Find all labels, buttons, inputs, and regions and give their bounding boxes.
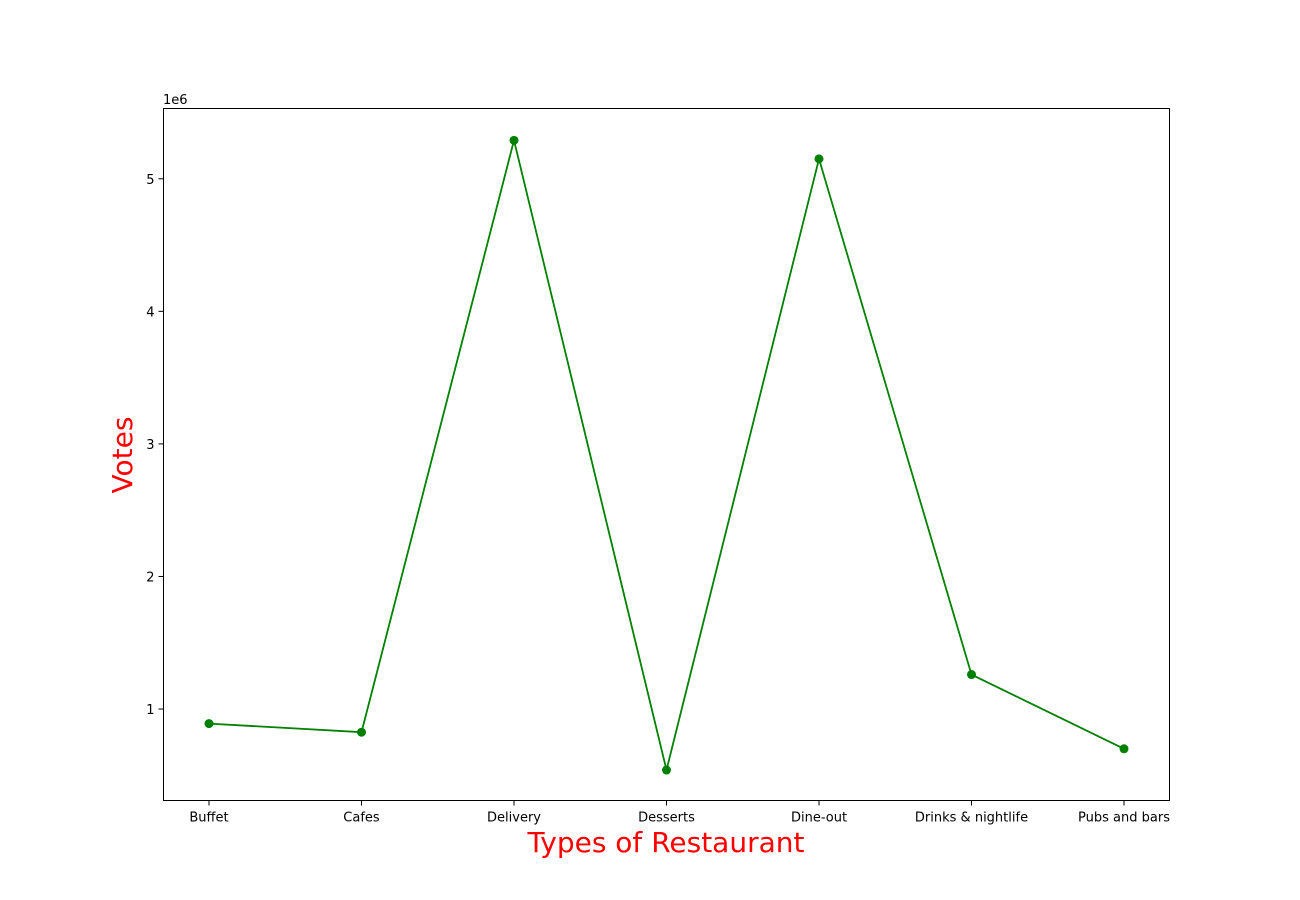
x-tick-label: Cafes bbox=[343, 811, 380, 826]
y-tick-label: 1 bbox=[146, 703, 154, 718]
data-point-cafes bbox=[357, 727, 366, 737]
x-tick-label: Buffet bbox=[189, 811, 228, 826]
y-tick-label: 2 bbox=[146, 570, 154, 585]
y-tick-label: 4 bbox=[146, 305, 154, 320]
data-point-pubs-and-bars bbox=[1119, 744, 1129, 754]
data-point-dine-out bbox=[814, 154, 824, 164]
y-axis: 1 2 3 4 5 bbox=[146, 173, 164, 718]
y-tick-label: 3 bbox=[146, 438, 154, 453]
data-point-desserts bbox=[662, 765, 671, 775]
x-tick-label: Dine-out bbox=[791, 811, 847, 826]
x-tick-label: Drinks & nightlife bbox=[915, 811, 1028, 826]
y-tick-label: 5 bbox=[146, 173, 154, 188]
data-point-delivery bbox=[509, 135, 519, 145]
data-point-buffet bbox=[204, 719, 214, 729]
x-axis-title: Types of Restaurant bbox=[527, 826, 805, 859]
y-axis-title: Votes bbox=[106, 417, 139, 494]
y-axis-offset-label: 1e6 bbox=[163, 93, 188, 108]
x-tick-label: Desserts bbox=[638, 811, 695, 826]
data-points bbox=[204, 135, 1129, 775]
x-tick-label: Delivery bbox=[487, 811, 541, 826]
votes-line bbox=[208, 140, 1125, 771]
x-axis: Buffet Cafes Delivery Desserts Dine-out Drink… bbox=[189, 800, 1170, 826]
x-tick-label: Pubs and bars bbox=[1078, 811, 1170, 826]
data-point-drinks-nightlife bbox=[967, 670, 976, 680]
